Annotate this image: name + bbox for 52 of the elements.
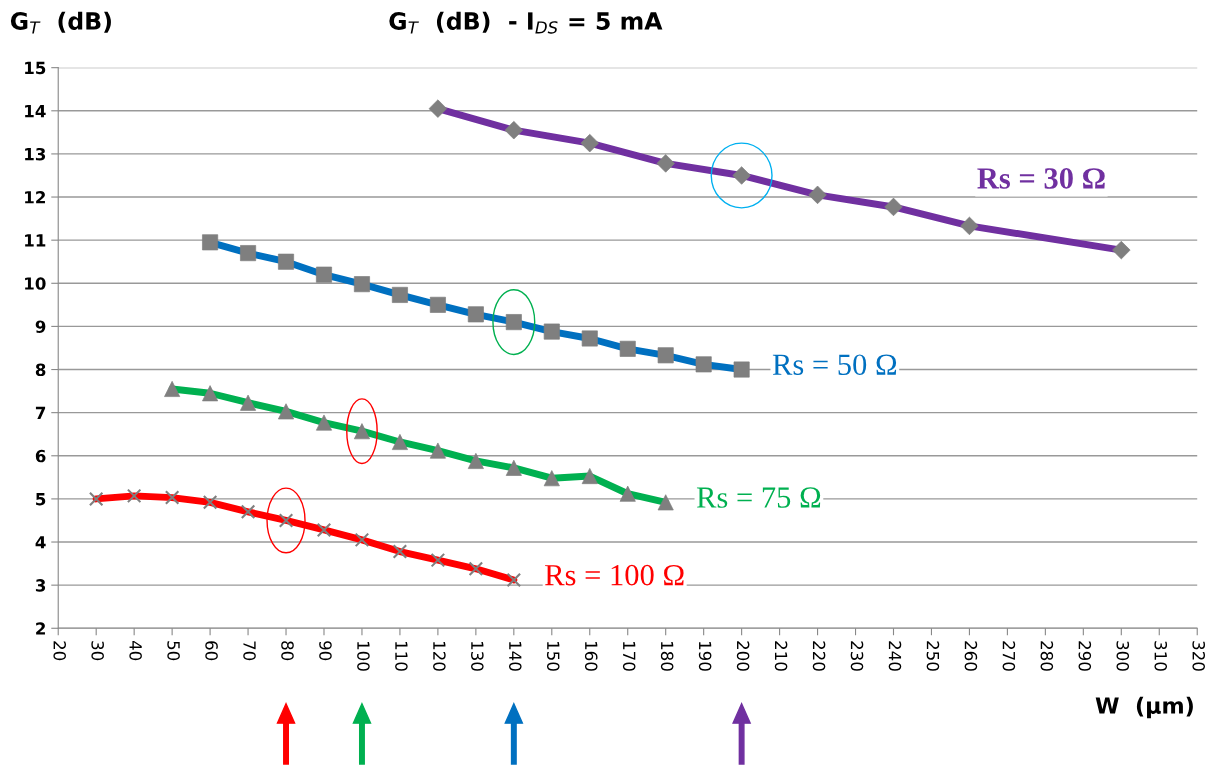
x-tick-label: 30	[91, 641, 104, 661]
y-axis-title: G$_{T}$ (dB)	[10, 11, 111, 34]
x-tick-label: 240	[888, 641, 902, 671]
x-tick-label: 170	[622, 641, 636, 671]
y-tick-label: 6	[35, 449, 46, 463]
x-tick-label: 40	[129, 640, 142, 661]
x-tick-label: 90	[319, 641, 332, 661]
x-tick-label: 200	[736, 641, 750, 671]
y-tick-label: 9	[35, 320, 46, 333]
x-tick-label: 180	[660, 641, 674, 671]
x-tick-label: 20	[53, 641, 66, 661]
series-label: Rs = 30 Ω	[977, 168, 1105, 189]
x-tick-label: 130	[471, 641, 484, 671]
x-tick-label: 140	[508, 641, 522, 671]
y-tick-label: 4	[35, 536, 46, 549]
x-tick-label: 210	[774, 641, 788, 671]
y-tick-label: 7	[35, 406, 46, 419]
x-tick-label: 280	[1040, 641, 1054, 671]
x-tick-label: 320	[1192, 641, 1205, 671]
x-tick-label: 310	[1154, 641, 1168, 671]
x-tick-label: 50	[167, 641, 180, 661]
x-tick-label: 190	[698, 641, 712, 671]
x-tick-label: 70	[243, 641, 256, 661]
x-tick-label: 100	[357, 641, 370, 671]
y-tick-label: 5	[36, 493, 46, 506]
x-tick-label: 230	[850, 641, 864, 671]
y-tick-label: 10	[25, 277, 46, 290]
y-tick-label: 13	[25, 147, 46, 161]
x-tick-label: 150	[546, 641, 560, 671]
x-axis-title: W (µm)	[1095, 696, 1193, 719]
x-tick-label: 250	[926, 641, 940, 671]
series-label: Rs = 50 Ω	[772, 354, 897, 376]
y-tick-label: 14	[25, 104, 46, 118]
chart-title: G$_{T}$ (dB) - I$_{DS}$ = 5 mA	[389, 11, 663, 34]
series-label: Rs = 100 Ω	[545, 564, 684, 586]
y-tick-label: 2	[36, 622, 45, 635]
x-tick-label: 290	[1078, 641, 1092, 671]
x-tick-label: 260	[964, 641, 978, 671]
x-tick-label: 300	[1116, 641, 1130, 671]
series-label: Rs = 75 Ω	[696, 487, 821, 508]
x-tick-label: 160	[584, 641, 598, 671]
x-tick-label: 220	[812, 641, 826, 671]
y-tick-label: 3	[35, 579, 46, 592]
y-tick-label: 11	[25, 234, 46, 247]
x-tick-label: 110	[395, 641, 408, 671]
x-tick-label: 80	[281, 641, 294, 661]
x-tick-label: 60	[205, 641, 218, 661]
y-tick-label: 15	[25, 61, 46, 75]
x-tick-label: 270	[1002, 641, 1016, 671]
y-tick-label: 12	[25, 191, 45, 204]
x-tick-label: 120	[433, 641, 446, 671]
y-tick-label: 8	[35, 363, 46, 377]
